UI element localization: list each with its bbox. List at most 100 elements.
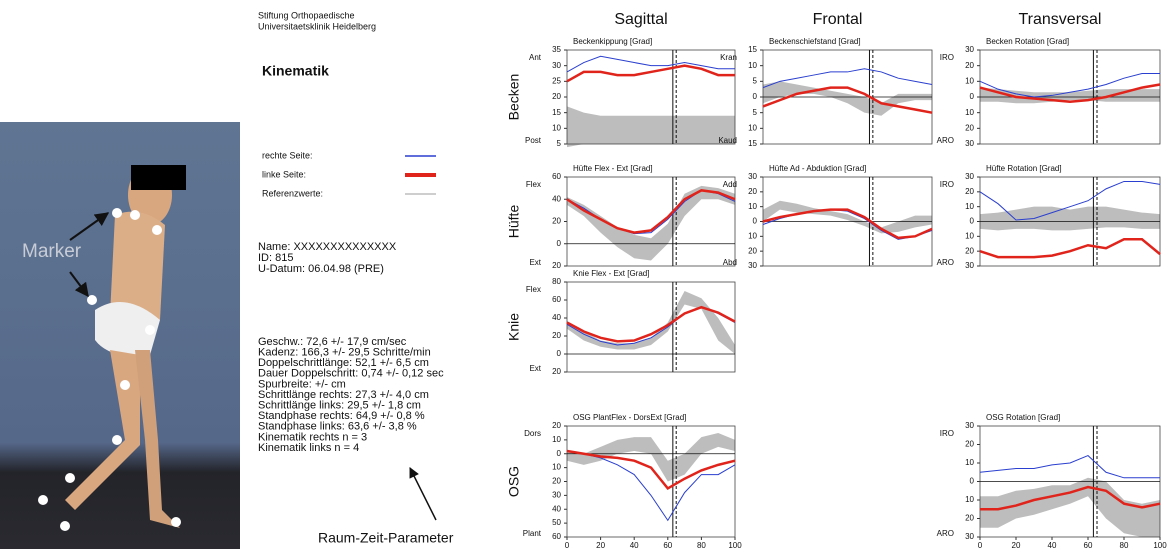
- y-tick-label: 20: [965, 514, 974, 523]
- y-tick-label: 20: [552, 367, 561, 376]
- x-tick-label: 60: [1084, 541, 1093, 549]
- y-tick-label: 0: [970, 477, 975, 486]
- chart-title: Hüfte Ad - Abduktion [Grad]: [769, 164, 866, 173]
- y-tick-label: 15: [748, 45, 757, 54]
- y-tick-label: 0: [557, 349, 562, 358]
- y-tick-label: 10: [965, 202, 974, 211]
- plot-frame: [566, 49, 736, 145]
- y-tick-label: 20: [748, 187, 757, 196]
- patient-line: Name: XXXXXXXXXXXXXX: [258, 241, 397, 253]
- series-line: [566, 449, 736, 491]
- series-line: [979, 180, 1161, 221]
- text-column: rechte Seite: linke Seite: Referenzwerte: N…: [258, 150, 444, 454]
- axis-end-label: Abd: [723, 258, 737, 267]
- y-tick-label: 10: [552, 463, 561, 472]
- y-tick-label: 15: [748, 139, 757, 148]
- y-tick-label: 30: [965, 172, 974, 181]
- y-tick-label: 0: [557, 239, 562, 248]
- reference-band: [980, 477, 1160, 537]
- parameter-line: Kinematik links n = 4: [258, 442, 359, 454]
- axis-end-label: IRO: [940, 180, 954, 189]
- y-tick-label: 30: [552, 61, 561, 70]
- x-tick-label: 20: [1012, 541, 1021, 549]
- parameter-line: Standphase rechts: 64,9 +/- 0,8 %: [258, 410, 425, 422]
- axis-end-label: Dors: [524, 429, 541, 438]
- y-tick-label: 5: [753, 108, 758, 117]
- plot-frame: [566, 176, 736, 267]
- y-tick-label: 20: [552, 92, 561, 101]
- report-title: Kinematik: [262, 63, 329, 79]
- axis-end-label: ARO: [937, 529, 954, 538]
- y-tick-label: 30: [965, 139, 974, 148]
- y-tick-label: 40: [552, 194, 561, 203]
- parameter-line: Schrittlänge rechts: 27,3 +/- 4,0 cm: [258, 389, 429, 401]
- header-line: Stiftung Orthopaedische: [258, 10, 355, 20]
- y-tick-label: 30: [748, 261, 757, 270]
- y-tick-label: 50: [552, 518, 561, 527]
- column-title: Sagittal: [614, 11, 667, 28]
- y-tick-label: 10: [965, 458, 974, 467]
- axis-end-label: Ext: [529, 258, 541, 267]
- y-tick-label: 60: [552, 172, 561, 181]
- series-line: [979, 83, 1161, 103]
- y-tick-label: 60: [552, 295, 561, 304]
- x-tick-label: 20: [596, 541, 605, 549]
- y-tick-label: 10: [748, 231, 757, 240]
- y-tick-label: 80: [552, 277, 561, 286]
- x-tick-label: 100: [1153, 541, 1167, 549]
- y-tick-label: 10: [748, 61, 757, 70]
- series-line: [762, 86, 933, 114]
- parameters-label: Raum-Zeit-Parameter: [318, 530, 454, 546]
- reference-band: [567, 291, 735, 354]
- reference-band: [763, 81, 932, 116]
- series-line: [566, 189, 736, 234]
- charts: Sagittal Frontal Transversal Becken Hüfte Kni…: [506, 11, 1168, 549]
- axis-end-label: ARO: [937, 258, 954, 267]
- x-tick-label: 0: [565, 541, 570, 549]
- y-tick-label: 60: [552, 532, 561, 541]
- plot-frame: [566, 425, 736, 538]
- axis-end-label: IRO: [940, 429, 954, 438]
- chart-title: Beckenschiefstand [Grad]: [769, 37, 861, 46]
- y-tick-label: 20: [748, 246, 757, 255]
- y-tick-label: 20: [552, 261, 561, 270]
- y-tick-label: 30: [552, 490, 561, 499]
- y-tick-label: 10: [965, 76, 974, 85]
- reference-band: [567, 106, 735, 148]
- chart-title: Becken Rotation [Grad]: [986, 37, 1069, 46]
- legend-label: rechte Seite:: [262, 150, 313, 160]
- series-line: [980, 485, 1161, 511]
- axis-end-label: ARO: [937, 136, 954, 145]
- x-tick-label: 0: [978, 541, 983, 549]
- axis-end-label: Flex: [526, 285, 541, 294]
- y-tick-label: 30: [965, 532, 974, 541]
- series-line: [566, 64, 735, 83]
- parameter-line: Spurbreite: +/- cm: [258, 378, 346, 390]
- y-tick-label: 10: [748, 123, 757, 132]
- photo-label: Marker: [22, 241, 82, 262]
- parameter-line: Kinematik rechts n = 3: [258, 431, 367, 443]
- arrow: [409, 467, 437, 521]
- axis-end-label: Post: [525, 136, 542, 145]
- y-tick-label: 0: [753, 217, 758, 226]
- parameter-line: Dauer Doppelschritt: 0,74 +/- 0,12 sec: [258, 368, 444, 380]
- chart-title: Knie Flex - Ext [Grad]: [573, 269, 649, 278]
- y-tick-label: 25: [552, 76, 561, 85]
- x-tick-label: 100: [728, 541, 742, 549]
- y-tick-label: 30: [965, 261, 974, 270]
- reference-band: [567, 185, 735, 261]
- y-tick-label: 20: [552, 331, 561, 340]
- chart-title: OSG Rotation [Grad]: [986, 413, 1060, 422]
- axis-end-label: Kaud: [718, 136, 737, 145]
- y-tick-label: 0: [970, 217, 975, 226]
- series-line: [979, 455, 1160, 479]
- x-tick-label: 80: [1120, 541, 1129, 549]
- axis-end-label: Flex: [526, 180, 541, 189]
- x-tick-label: 40: [1048, 541, 1057, 549]
- y-tick-label: 10: [552, 435, 561, 444]
- parameter-line: Doppelschrittlänge: 52,1 +/- 6,5 cm: [258, 357, 429, 369]
- y-tick-label: 0: [557, 449, 562, 458]
- y-tick-label: 40: [552, 313, 561, 322]
- y-tick-label: 30: [965, 421, 974, 430]
